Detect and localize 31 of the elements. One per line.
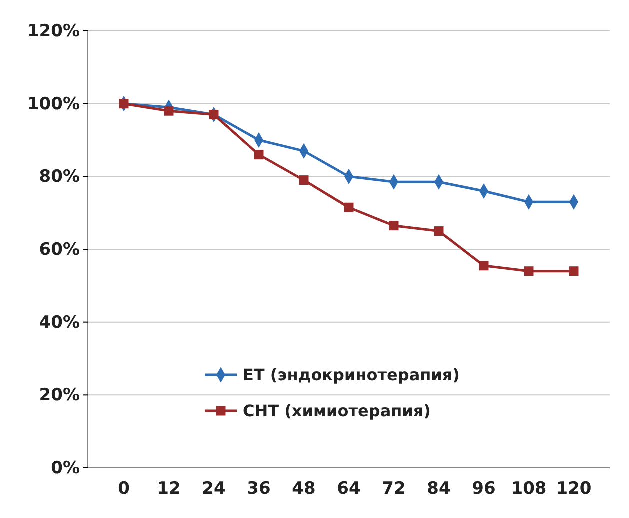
x-tick-label: 12 bbox=[157, 479, 181, 500]
point bbox=[209, 110, 219, 120]
x-tick-label: 24 bbox=[202, 479, 226, 500]
y-tick-label: 60% bbox=[39, 240, 80, 260]
x-tick-label: 64 bbox=[337, 479, 361, 500]
point bbox=[479, 261, 489, 271]
y-tick-label: 20% bbox=[39, 386, 80, 406]
x-tick-label: 36 bbox=[247, 479, 271, 500]
point bbox=[524, 266, 534, 276]
point bbox=[389, 221, 399, 231]
y-tick-label: 100% bbox=[27, 94, 80, 114]
x-tick-label: 96 bbox=[472, 479, 496, 500]
point bbox=[254, 150, 264, 160]
legend-label: ET (эндокринотерапия) bbox=[243, 366, 460, 385]
point bbox=[569, 266, 579, 276]
x-tick-label: 0 bbox=[118, 479, 130, 500]
point bbox=[119, 99, 129, 109]
y-tick-label: 120% bbox=[27, 21, 80, 42]
x-tick-label: 120 bbox=[556, 479, 592, 500]
point bbox=[299, 176, 309, 186]
y-tick-label: 80% bbox=[39, 167, 80, 188]
point bbox=[344, 202, 354, 212]
legend-label: CHT (химиотерапия) bbox=[243, 402, 431, 421]
x-tick-label: 108 bbox=[511, 479, 547, 500]
point bbox=[434, 226, 444, 236]
y-tick-label: 40% bbox=[39, 312, 80, 333]
x-tick-label: 72 bbox=[382, 479, 406, 500]
point bbox=[164, 106, 174, 116]
x-tick-label: 84 bbox=[427, 479, 451, 500]
y-tick-label: 0% bbox=[51, 458, 80, 478]
x-tick-label: 48 bbox=[292, 479, 316, 500]
